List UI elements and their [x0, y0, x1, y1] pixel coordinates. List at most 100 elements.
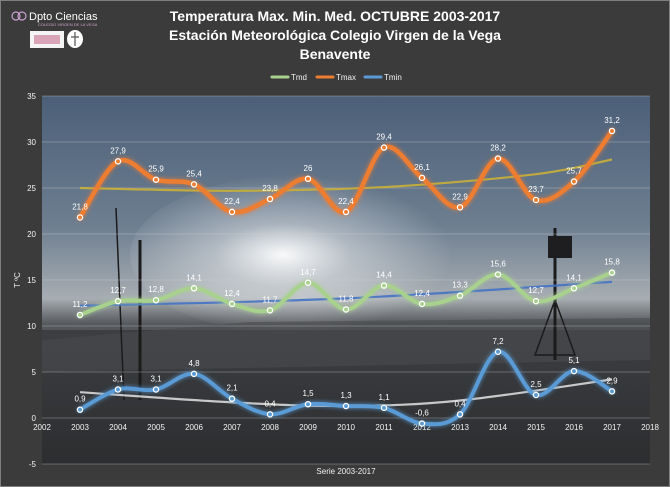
- data-point-tmax: [570, 178, 578, 185]
- x-tick-label: 2012: [413, 423, 431, 432]
- data-label-tmin: 5,1: [568, 356, 580, 365]
- y-tick-label: 15: [27, 276, 36, 285]
- data-point-tmd: [342, 306, 350, 313]
- data-label-tmax: 25,4: [186, 169, 202, 178]
- data-label-tmin: 1,5: [302, 389, 314, 398]
- data-label-tmax: 26: [304, 164, 313, 173]
- data-point-tmd: [608, 269, 616, 276]
- data-point-tmax: [228, 208, 236, 216]
- data-point-tmax: [304, 175, 312, 183]
- x-tick-label: 2005: [147, 423, 165, 432]
- data-label-tmax: 27,9: [110, 146, 126, 155]
- x-tick-label: 2014: [489, 423, 507, 432]
- x-tick-label: 2007: [223, 423, 241, 432]
- data-point-tmin: [570, 367, 578, 375]
- x-axis-title: Serie 2003-2017: [316, 467, 376, 476]
- data-label-tmax: 28,2: [490, 144, 506, 153]
- data-point-tmax: [608, 127, 616, 135]
- data-label-tmax: 22,9: [452, 192, 468, 201]
- data-label-tmin: 3,1: [150, 374, 162, 383]
- x-tick-label: 2009: [299, 423, 317, 432]
- data-label-tmin: 1,3: [340, 391, 352, 400]
- y-tick-label: 0: [32, 414, 37, 423]
- data-point-tmin: [266, 411, 274, 418]
- data-point-tmd: [418, 300, 426, 308]
- data-label-tmin: 0,9: [74, 395, 86, 404]
- tick-labels: -5 0 5 10 15 20 25 30 35 2002 2003 2004 2005 2006 2007…: [27, 92, 659, 469]
- data-label-tmin: 7,2: [492, 337, 504, 346]
- data-point-tmin: [114, 386, 122, 393]
- data-point-tmd: [228, 300, 236, 308]
- y-axis-title: T ºC: [13, 272, 22, 288]
- data-point-tmin: [456, 411, 464, 418]
- data-point-tmd: [304, 279, 312, 287]
- data-label-tmd: 11,7: [263, 295, 279, 304]
- data-point-tmin: [494, 348, 502, 356]
- data-point-tmin: [76, 406, 84, 413]
- data-point-tmax: [418, 174, 426, 182]
- data-point-tmd: [266, 307, 274, 314]
- legend-item-tmax: Tmax: [315, 73, 356, 82]
- data-label-tmd: 13,3: [452, 281, 468, 290]
- data-label-tmin: 2,1: [226, 384, 238, 393]
- y-tick-label: -5: [29, 460, 37, 469]
- data-label-tmd: 12,4: [224, 289, 240, 298]
- data-label-tmin: 0,4: [264, 399, 276, 408]
- series-lines: [76, 127, 616, 428]
- legend-label-tmd: Tmd: [291, 73, 307, 82]
- data-point-tmd: [570, 285, 578, 292]
- data-point-tmax: [76, 214, 84, 221]
- y-tick-label: 30: [27, 138, 36, 147]
- x-tick-label: 2011: [375, 423, 393, 432]
- data-point-tmax: [532, 196, 540, 204]
- school-logo: [30, 31, 64, 48]
- data-point-tmd: [114, 297, 122, 305]
- logo-subtitle: COLEGIO VIRGEN DE LA VEGA: [38, 22, 98, 27]
- data-label-tmax: 26,1: [414, 163, 430, 172]
- data-point-tmin: [228, 395, 236, 402]
- data-label-tmax: 21,8: [72, 202, 88, 211]
- x-tick-label: 2013: [451, 423, 469, 432]
- legend: Tmd Tmax Tmin: [270, 73, 402, 82]
- legend-item-tmin: Tmin: [363, 73, 402, 82]
- data-point-tmin: [152, 386, 160, 393]
- x-tick-label: 2016: [565, 423, 583, 432]
- data-label-tmax: 31,2: [604, 116, 620, 125]
- data-label-tmin: 2,5: [530, 380, 542, 389]
- data-label-tmax: 23,7: [528, 185, 544, 194]
- y-tick-label: 25: [27, 184, 36, 193]
- data-label-tmax: 25,7: [566, 167, 582, 176]
- data-label-tmd: 14,1: [186, 273, 202, 282]
- data-label-tmd: 15,6: [490, 259, 506, 268]
- x-tick-label: 2006: [185, 423, 203, 432]
- data-point-tmax: [380, 144, 388, 151]
- data-label-tmin: -0,6: [415, 409, 429, 418]
- chart-title-line-2: Estación Meteorológica Colegio Virgen de…: [169, 27, 501, 43]
- data-point-tmax: [494, 155, 502, 162]
- data-label-tmin: 4,8: [188, 359, 200, 368]
- y-tick-label: 5: [32, 368, 37, 377]
- data-label-tmin: 2,9: [606, 376, 618, 385]
- data-label-tmax: 22,4: [224, 197, 240, 206]
- data-point-tmin: [532, 391, 540, 399]
- data-point-tmin: [608, 388, 616, 395]
- y-tick-label: 35: [27, 92, 36, 101]
- data-point-tmd: [152, 296, 160, 304]
- logo-name: Dpto Ciencias: [29, 11, 98, 23]
- data-label-tmin: 0,4: [454, 399, 466, 408]
- data-point-tmd: [190, 285, 198, 292]
- data-label-tmd: 11,2: [73, 300, 89, 309]
- x-tick-label: 2015: [527, 423, 545, 432]
- data-label-tmd: 15,8: [604, 258, 620, 267]
- data-point-tmax: [190, 181, 198, 188]
- data-label-tmin: 1,1: [378, 393, 390, 402]
- data-label-tmd: 12,7: [110, 286, 126, 295]
- church-crest-logo: [67, 30, 83, 48]
- chart-title-line-3: Benavente: [300, 46, 371, 62]
- data-label-tmax: 22,4: [338, 197, 354, 206]
- data-point-tmax: [342, 208, 350, 216]
- data-point-tmin: [418, 420, 426, 427]
- legend-item-tmd: Tmd: [270, 73, 307, 82]
